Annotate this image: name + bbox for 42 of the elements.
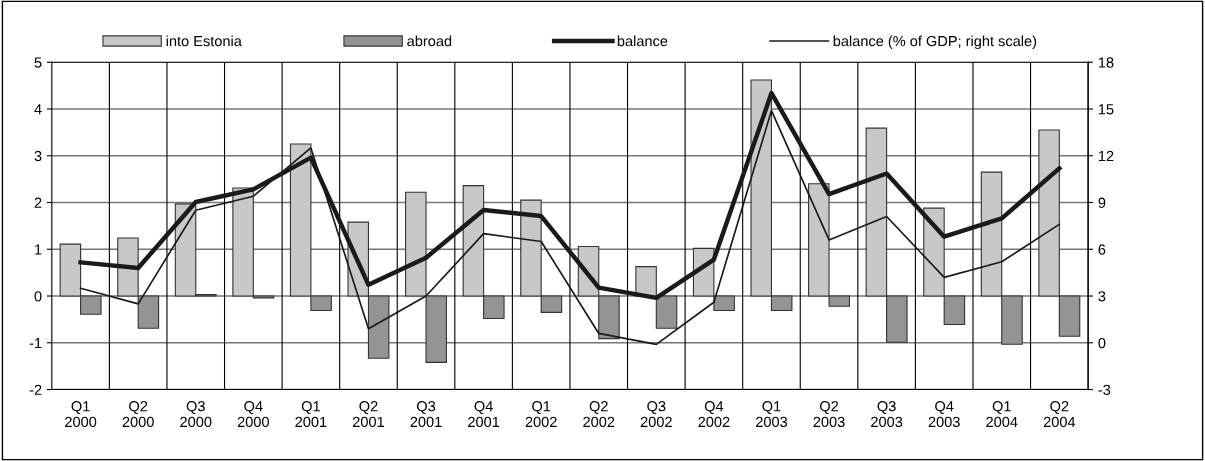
x-tick-label: Q1 2004 — [986, 401, 1018, 428]
x-tick-label: Q3 2000 — [180, 401, 212, 428]
x-tick-label: Q4 2002 — [698, 401, 730, 428]
x-tick-label: Q2 2004 — [1043, 401, 1076, 428]
x-tick-label: Q2 2002 — [583, 401, 615, 428]
legend-label: abroad — [407, 35, 452, 47]
y2-tick-label: 6 — [1098, 244, 1106, 255]
y-tick-label: 2 — [34, 197, 42, 208]
x-tick-label: Q2 2003 — [813, 401, 845, 428]
legend-label: into Estonia — [166, 35, 242, 47]
x-tick-label: Q2 2001 — [352, 401, 384, 428]
x-tick-label: Q1 2003 — [755, 401, 788, 428]
x-tick-label: Q2 2000 — [122, 401, 154, 428]
x-tick-label: Q1 2001 — [295, 401, 327, 428]
x-tick-label: Q3 2002 — [640, 401, 672, 428]
legend-label: balance — [617, 35, 668, 47]
bar — [635, 266, 657, 297]
y-tick-label: 5 — [34, 57, 42, 68]
bar — [655, 295, 678, 329]
y-tick-label: -1 — [29, 338, 42, 349]
y2-tick-label: 18 — [1098, 57, 1114, 68]
x-tick-label: Q1 2002 — [525, 401, 557, 428]
y-tick-label: -2 — [29, 384, 42, 395]
y-tick-label: 3 — [34, 150, 42, 162]
y2-tick-label: -3 — [1098, 384, 1111, 395]
x-tick-label: Q3 2003 — [871, 401, 903, 428]
x-tick-label: Q1 2000 — [65, 401, 97, 428]
y2-tick-label: 0 — [1098, 337, 1106, 349]
x-tick-label: Q4 2003 — [928, 401, 960, 428]
y2-tick-label: 3 — [1098, 291, 1106, 302]
y2-tick-label: 12 — [1098, 150, 1114, 162]
y-tick-label: 1 — [35, 244, 42, 255]
bar — [405, 191, 427, 297]
y-tick-label: 0 — [34, 291, 42, 302]
bar — [425, 295, 448, 363]
x-tick-label: Q4 2000 — [237, 401, 269, 428]
x-tick-label: Q4 2001 — [468, 401, 500, 428]
y2-tick-label: 9 — [1098, 197, 1106, 208]
y2-tick-label: 15 — [1098, 104, 1114, 115]
x-tick-label: Q3 2001 — [410, 401, 442, 428]
y-tick-label: 4 — [34, 104, 42, 115]
legend-label: balance (% of GDP; right scale) — [833, 35, 1037, 50]
